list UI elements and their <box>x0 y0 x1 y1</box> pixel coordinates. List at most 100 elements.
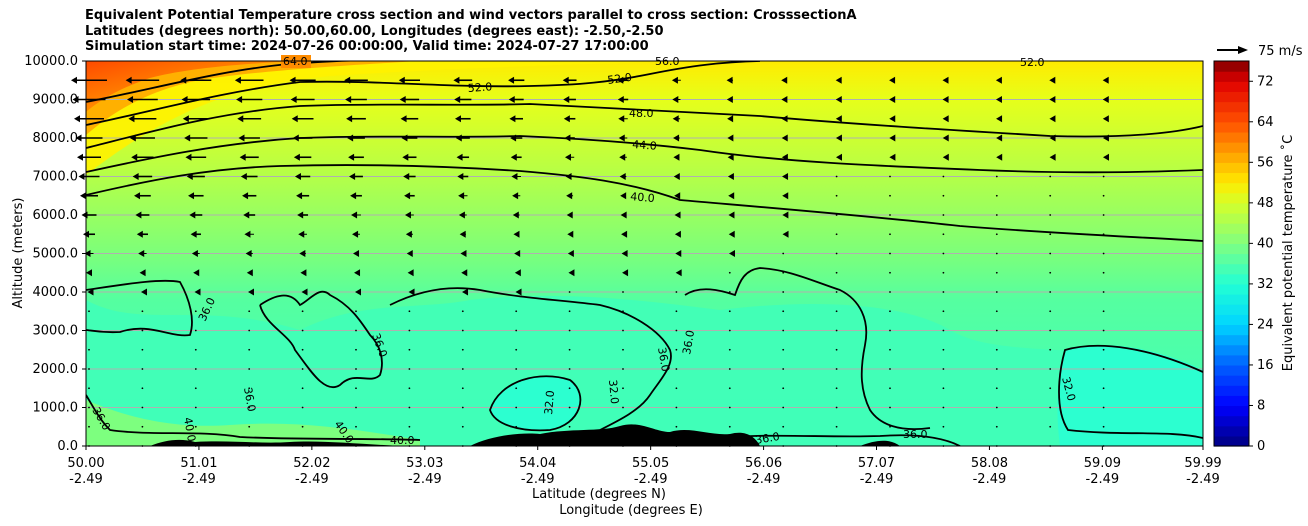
contour-52 <box>86 61 761 126</box>
wind-vector-head <box>139 269 146 277</box>
wind-vector-head <box>568 269 575 277</box>
wind-vector-head <box>995 96 1002 103</box>
wind-vector <box>622 368 624 370</box>
wind-vector-head <box>77 153 83 161</box>
wind-vector <box>1102 387 1105 390</box>
wind-vector <box>995 271 998 274</box>
colorbar-band <box>1214 152 1249 163</box>
wind-vector <box>995 175 998 178</box>
wind-vector-head <box>1102 115 1109 123</box>
wind-vector <box>673 173 680 180</box>
wind-vector <box>355 348 357 351</box>
colorbar-band <box>1214 364 1249 376</box>
wind-vector <box>889 175 891 178</box>
wind-vector <box>456 153 470 161</box>
wind-vector-head <box>674 192 681 200</box>
colorbar-band <box>1214 71 1249 82</box>
contour-56 <box>86 61 369 103</box>
colorbar-band <box>1214 425 1249 437</box>
wind-vector <box>141 425 144 428</box>
wind-vector <box>568 291 571 293</box>
wind-vector-head <box>87 288 94 296</box>
wind-vector <box>995 233 998 236</box>
wind-vector <box>728 425 731 428</box>
wind-vector <box>1049 175 1052 178</box>
wind-vector <box>675 425 678 428</box>
wind-vector <box>355 310 357 313</box>
wind-vector <box>889 96 896 103</box>
contour-label: 36.0 <box>903 428 928 441</box>
wind-vector <box>942 76 949 84</box>
wind-vector-head <box>564 134 571 142</box>
x-tick-label-lon: -2.49 <box>182 472 216 487</box>
wind-vector <box>622 348 624 351</box>
wind-vector-head <box>234 76 241 84</box>
wind-vector <box>782 211 789 219</box>
wind-vector <box>1102 252 1105 255</box>
wind-vector <box>132 173 153 180</box>
wind-vector <box>995 329 998 332</box>
wind-vector <box>1049 96 1056 103</box>
wind-vector-head <box>512 211 519 219</box>
wind-vector-head <box>782 173 789 180</box>
wind-vector-head <box>781 153 788 161</box>
wind-vector-head <box>889 115 896 123</box>
wind-vector <box>1102 96 1109 103</box>
wind-vector <box>942 368 945 370</box>
wind-vector <box>194 425 197 428</box>
wind-vector <box>1049 310 1052 313</box>
wind-vector <box>296 192 310 200</box>
wind-vector <box>942 96 949 103</box>
wind-vector <box>461 310 464 313</box>
wind-vector-head <box>190 230 197 238</box>
wind-vector <box>835 134 842 142</box>
wind-vector-head <box>782 211 789 219</box>
wind-vector <box>835 233 838 236</box>
wind-vector <box>512 211 520 219</box>
wind-vector-head <box>75 134 82 142</box>
colorbar-band <box>1214 324 1249 336</box>
wind-vector-head <box>566 192 573 200</box>
colorbar-band <box>1214 91 1249 103</box>
wind-vector <box>355 329 357 332</box>
wind-vector <box>942 115 949 123</box>
wind-vector <box>782 192 789 200</box>
wind-vector <box>292 134 313 142</box>
wind-vector <box>782 329 785 332</box>
wind-vector-head <box>301 288 308 296</box>
wind-vector-head <box>402 153 409 161</box>
wind-vector <box>942 291 945 293</box>
wind-vector <box>453 76 473 84</box>
x-tick-label-lon: -2.49 <box>1186 472 1220 487</box>
wind-vector-head <box>673 153 680 161</box>
wind-vector <box>461 368 464 370</box>
wind-vector-head <box>128 115 135 123</box>
wind-vector-head <box>406 250 413 257</box>
wind-vector <box>622 387 624 390</box>
wind-vector <box>673 134 680 142</box>
wind-vector <box>675 387 678 390</box>
wind-vector-head <box>563 115 570 123</box>
wind-vector <box>942 310 945 313</box>
wind-vector-head <box>80 192 86 200</box>
wind-vector <box>889 329 891 332</box>
colorbar-tick-label: 56 <box>1257 155 1274 170</box>
colorbar-band <box>1214 314 1249 326</box>
x-axis: 50.00-2.4951.01-2.4952.02-2.4953.03-2.49… <box>67 446 1222 487</box>
wind-vector-head <box>399 96 406 103</box>
wind-vector-head <box>296 192 303 200</box>
wind-vector <box>301 348 304 351</box>
wind-vector <box>1102 194 1105 197</box>
x-tick-label-lon: -2.49 <box>521 472 555 487</box>
x-tick-label-lat: 57.07 <box>858 456 895 471</box>
x-tick-label-lon: -2.49 <box>860 472 894 487</box>
wind-vector <box>194 288 201 296</box>
wind-vector <box>995 310 998 313</box>
wind-vector <box>299 250 306 257</box>
wind-vector <box>727 173 734 180</box>
wind-vector <box>835 175 838 178</box>
wind-vector <box>1049 387 1052 390</box>
wind-vector <box>71 76 107 84</box>
colorbar-band <box>1214 223 1249 234</box>
wind-vector <box>189 211 203 219</box>
